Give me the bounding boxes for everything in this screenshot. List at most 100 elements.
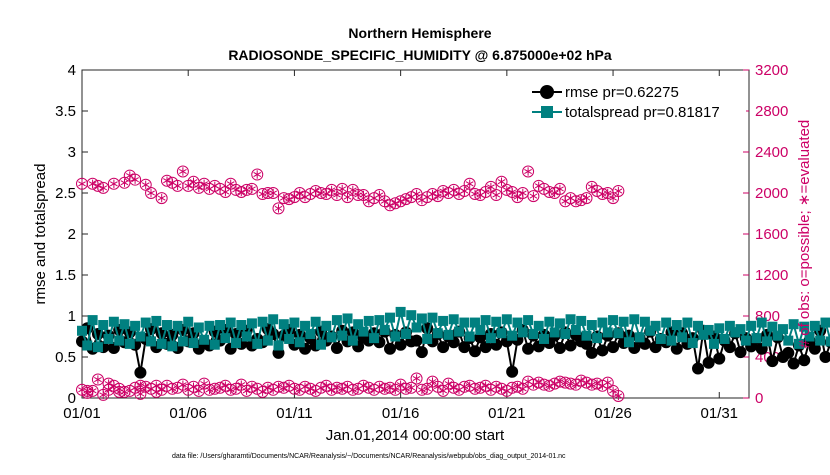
obs_possible-point <box>516 187 529 199</box>
obs_evaluated-star <box>518 384 527 393</box>
totalspread-marker <box>353 319 364 330</box>
obs_possible-point <box>97 181 110 194</box>
totalspread-marker <box>374 315 385 326</box>
y-right-tick-label: 3200 <box>755 62 788 79</box>
rmse-marker <box>506 365 519 378</box>
totalspread-marker <box>671 320 682 331</box>
obs_possible-circle <box>553 182 566 195</box>
totalspread-marker <box>528 329 539 340</box>
totalspread-marker <box>703 324 714 335</box>
totalspread-marker <box>714 323 725 334</box>
totalspread-marker <box>544 316 555 327</box>
rmse-marker <box>330 341 343 354</box>
totalspread-marker <box>613 328 624 339</box>
totalspread-marker <box>454 326 465 337</box>
obs_possible-star <box>99 183 108 193</box>
obs_possible-star <box>157 193 166 203</box>
totalspread-marker <box>225 317 236 328</box>
obs_possible-circle <box>155 192 168 205</box>
totalspread-marker <box>82 340 93 351</box>
obs_possible-star <box>497 177 506 186</box>
chart-subtitle: RADIOSONDE_SPECIFIC_HUMIDITY @ 6.875000e… <box>228 47 612 63</box>
obs_evaluated-circle <box>612 389 625 402</box>
totalspread-marker <box>507 330 518 341</box>
y-left-tick-label: 1.5 <box>55 267 76 284</box>
totalspread-marker <box>804 331 815 342</box>
obs_possible-point <box>155 192 168 205</box>
y-left-tick-label: 2 <box>68 226 76 243</box>
totalspread-marker <box>183 316 194 327</box>
obs_possible-circle <box>267 187 280 199</box>
rmse-marker <box>410 334 423 347</box>
y-right-tick-label: 1200 <box>755 267 788 284</box>
totalspread-marker <box>278 319 289 330</box>
obs_possible-star <box>141 180 150 189</box>
totalspread-marker <box>793 338 804 349</box>
y-axis-right-label: # of obs: o=possible; ∗=evaluated <box>796 120 813 349</box>
totalspread-marker <box>395 306 406 317</box>
totalspread-marker <box>438 315 449 326</box>
obs_possible-circle <box>612 184 625 197</box>
totalspread-marker <box>570 324 581 335</box>
totalspread-marker <box>762 336 773 347</box>
y-left-tick-label: 0.5 <box>55 349 76 366</box>
totalspread-marker <box>284 333 295 344</box>
obs_possible-star <box>248 184 256 194</box>
totalspread-marker <box>677 332 688 343</box>
obs_possible-star <box>253 170 262 179</box>
series-totalspread <box>77 306 830 353</box>
obs_possible-point <box>118 176 131 189</box>
rmse-marker <box>723 341 736 354</box>
totalspread-marker <box>294 337 305 348</box>
totalspread-marker <box>751 333 762 344</box>
obs_evaluated-point <box>612 389 625 402</box>
totalspread-marker <box>146 336 157 347</box>
totalspread-marker <box>103 333 114 344</box>
rmse-marker <box>692 362 705 375</box>
totalspread-marker <box>411 322 422 333</box>
series-obs_evaluated <box>76 372 625 402</box>
obs_evaluated-circle <box>86 384 99 397</box>
obs_possible-circle <box>580 192 593 205</box>
totalspread-marker <box>650 320 661 331</box>
obs_possible-point <box>76 177 88 190</box>
obs_possible-point <box>553 182 566 195</box>
totalspread-marker <box>469 317 480 328</box>
totalspread-marker <box>358 326 369 337</box>
obs_evaluated-star <box>194 386 203 395</box>
y-right-tick-label: 0 <box>755 390 763 407</box>
totalspread-marker <box>406 310 417 321</box>
obs_evaluated-point <box>86 384 99 397</box>
obs_possible-point <box>495 175 508 188</box>
data-series <box>76 165 830 402</box>
x-tick-label: 01/11 <box>276 405 312 422</box>
obs_possible-star <box>582 193 591 203</box>
obs_evaluated-point <box>134 387 147 400</box>
obs_evaluated-point <box>437 384 450 397</box>
totalspread-marker <box>422 333 433 344</box>
rmse-marker <box>670 342 683 355</box>
legend-box <box>528 76 746 124</box>
x-tick-label: 01/16 <box>382 405 420 422</box>
totalspread-marker <box>151 315 162 326</box>
totalspread-marker <box>432 328 443 339</box>
totalspread-marker <box>241 331 252 342</box>
totalspread-marker <box>427 312 438 323</box>
totalspread-marker <box>172 320 183 331</box>
y-right-tick-label: 1600 <box>755 226 788 243</box>
obs_possible-star <box>492 190 501 200</box>
totalspread-marker <box>209 339 220 350</box>
y-left-tick-label: 0 <box>68 390 76 407</box>
totalspread-marker <box>512 317 523 328</box>
obs_evaluated-star <box>614 391 623 401</box>
obs_possible-point <box>490 189 503 202</box>
totalspread-marker <box>523 315 534 326</box>
totalspread-marker <box>156 338 167 349</box>
rmse-marker <box>134 366 147 379</box>
obs_possible-star <box>487 182 495 191</box>
obs_possible-point <box>145 187 158 199</box>
totalspread-marker <box>416 313 427 324</box>
obs_possible-circle <box>272 202 285 215</box>
totalspread-marker <box>533 320 544 331</box>
totalspread-marker <box>767 321 778 332</box>
